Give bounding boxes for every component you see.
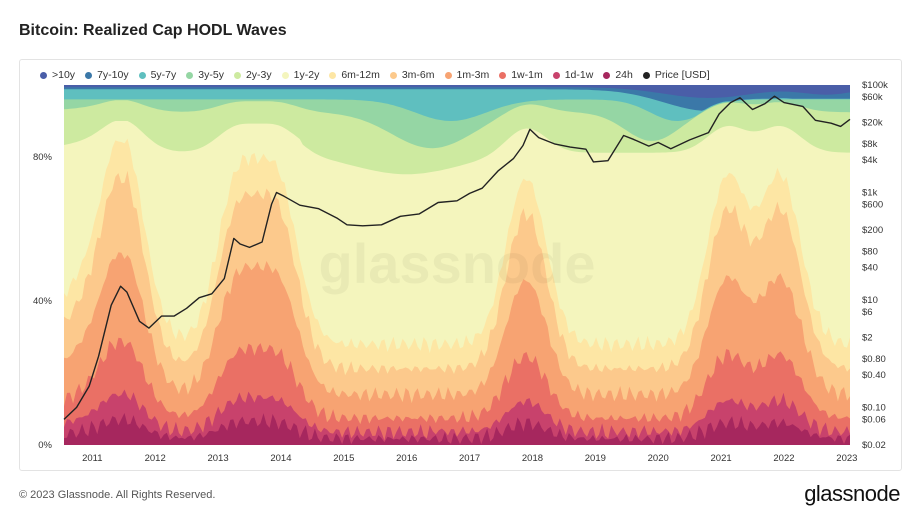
legend-label: >10y bbox=[52, 69, 76, 81]
copyright-text: © 2023 Glassnode. All Rights Reserved. bbox=[19, 489, 216, 501]
y-right-tick-label: $6 bbox=[862, 307, 873, 318]
x-tick-label: 2020 bbox=[648, 453, 669, 464]
legend-label: 1w-1m bbox=[511, 69, 543, 81]
legend-item[interactable]: Price [USD] bbox=[642, 69, 710, 81]
chart-legend: >10y 7y-10y 5y-7y 3y-5y 2y-3y 1y-2y 6m-12m 3m-6… bbox=[40, 69, 710, 81]
x-tick-label: 2019 bbox=[585, 453, 606, 464]
legend-item[interactable]: 1d-1w bbox=[552, 69, 594, 81]
legend-swatch bbox=[642, 71, 650, 79]
y-right-tick-label: $40 bbox=[862, 263, 878, 274]
y-right-tick-label: $0.10 bbox=[862, 402, 886, 413]
y-left-tick-label: 40% bbox=[33, 296, 53, 307]
legend-item[interactable]: 3m-6m bbox=[389, 69, 435, 81]
y-left-tick-label: 0% bbox=[38, 440, 52, 451]
y-right-tick-label: $600 bbox=[862, 199, 883, 210]
y-right-tick-label: $4k bbox=[862, 155, 878, 166]
legend-label: 3y-5y bbox=[198, 69, 224, 81]
y-right-tick-label: $0.40 bbox=[862, 370, 886, 381]
y-right-tick-label: $1k bbox=[862, 187, 878, 198]
legend-swatch bbox=[85, 71, 93, 79]
legend-swatch bbox=[281, 71, 289, 79]
legend-label: 1d-1w bbox=[564, 69, 594, 81]
legend-item[interactable]: 3y-5y bbox=[186, 69, 224, 81]
legend-label: 5y-7y bbox=[150, 69, 177, 81]
x-tick-label: 2016 bbox=[396, 453, 417, 464]
y-right-tick-label: $10 bbox=[862, 295, 878, 306]
x-tick-label: 2011 bbox=[82, 453, 102, 464]
watermark: glassnode bbox=[319, 232, 596, 295]
legend-item[interactable]: 2y-3y bbox=[233, 69, 272, 81]
x-tick-label: 2012 bbox=[145, 453, 166, 464]
legend-swatch bbox=[444, 71, 452, 79]
glassnode-logo: glassnode bbox=[804, 481, 900, 506]
x-tick-label: 2017 bbox=[459, 453, 480, 464]
y-right-tick-label: $60k bbox=[862, 92, 883, 103]
legend-label: 1y-2y bbox=[293, 69, 320, 81]
price-line bbox=[63, 95, 851, 420]
y-left-tick-label: 80% bbox=[33, 152, 53, 163]
y-right-tick-label: $2 bbox=[862, 333, 873, 344]
legend-item[interactable]: 24h bbox=[603, 69, 633, 81]
y-right-tick-label: $0.80 bbox=[862, 354, 886, 365]
x-tick-label: 2023 bbox=[836, 453, 857, 464]
legend-label: 3m-6m bbox=[401, 69, 435, 81]
legend-swatch bbox=[552, 71, 560, 79]
legend-item[interactable]: 7y-10y bbox=[85, 69, 129, 81]
legend-swatch bbox=[186, 71, 194, 79]
legend-label: 6m-12m bbox=[341, 69, 380, 81]
legend-swatch bbox=[138, 71, 146, 79]
legend-label: 24h bbox=[615, 69, 633, 81]
legend-label: 1m-3m bbox=[456, 69, 490, 81]
legend-item[interactable]: 1m-3m bbox=[444, 69, 490, 81]
legend-swatch bbox=[40, 71, 47, 79]
y-right-tick-label: $0.06 bbox=[862, 414, 886, 425]
chart-title: Bitcoin: Realized Cap HODL Waves bbox=[19, 22, 287, 39]
legend-swatch bbox=[389, 71, 397, 79]
legend-label: Price [USD] bbox=[654, 69, 710, 81]
y-right-tick-label: $0.02 bbox=[862, 440, 886, 451]
y-right-tick-label: $8k bbox=[862, 139, 878, 150]
legend-swatch bbox=[329, 71, 337, 79]
legend-item[interactable]: 1w-1m bbox=[499, 69, 543, 81]
y-right-tick-label: $100k bbox=[862, 80, 888, 91]
y-right-tick-label: $80 bbox=[862, 246, 878, 257]
y-right-tick-label: $200 bbox=[862, 225, 883, 236]
legend-swatch bbox=[499, 71, 507, 79]
legend-item[interactable]: >10y bbox=[40, 69, 75, 81]
legend-label: 2y-3y bbox=[245, 69, 272, 81]
x-tick-label: 2015 bbox=[333, 453, 354, 464]
legend-label: 7y-10y bbox=[97, 69, 129, 81]
band-24h bbox=[64, 413, 850, 445]
x-tick-label: 2021 bbox=[711, 453, 732, 464]
x-tick-label: 2014 bbox=[270, 453, 291, 464]
legend-swatch bbox=[603, 71, 611, 79]
legend-item[interactable]: 1y-2y bbox=[281, 69, 320, 81]
legend-swatch bbox=[233, 71, 241, 79]
x-tick-label: 2018 bbox=[522, 453, 543, 464]
y-right-tick-label: $20k bbox=[862, 118, 883, 129]
x-tick-label: 2013 bbox=[207, 453, 228, 464]
legend-item[interactable]: 5y-7y bbox=[138, 69, 177, 81]
x-tick-label: 2022 bbox=[773, 453, 794, 464]
legend-item[interactable]: 6m-12m bbox=[329, 69, 380, 81]
